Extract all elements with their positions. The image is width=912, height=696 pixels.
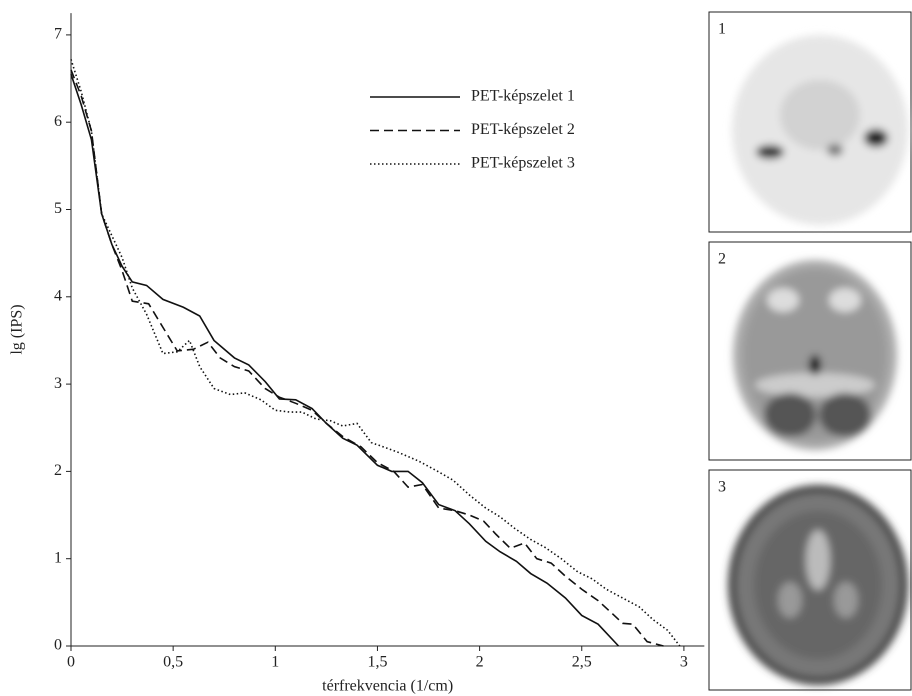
pet-image — [732, 35, 908, 225]
x-tick-label: 0 — [67, 654, 75, 671]
pet-panel: 3 — [708, 469, 912, 691]
pet-image — [733, 260, 897, 450]
legend-label: PET-képszelet 3 — [471, 155, 575, 172]
x-tick-label: 1 — [271, 654, 279, 671]
x-tick-label: 1,5 — [367, 654, 387, 671]
chart: 0 0,5 1 1,5 2 2,5 3 0 1 2 3 4 5 6 7 térfrekvencia (1/cm… — [9, 13, 705, 695]
x-tick-label: 2,5 — [572, 654, 592, 671]
y-tick-label: 0 — [54, 637, 62, 654]
x-axis-label: térfrekvencia (1/cm) — [322, 678, 453, 695]
y-tick-label: 6 — [54, 113, 62, 130]
legend-label: PET-képszelet 2 — [471, 121, 575, 138]
y-tick-label: 7 — [54, 26, 62, 43]
x-tick-label: 3 — [680, 654, 688, 671]
pet-panel: 1 — [708, 11, 912, 233]
y-tick-label: 3 — [54, 375, 62, 392]
panel-label: 1 — [718, 21, 726, 38]
pet-panel: 2 — [708, 241, 912, 461]
legend-label: PET-képszelet 1 — [471, 88, 575, 105]
series-line — [70, 59, 681, 647]
y-tick-label: 2 — [54, 462, 62, 479]
panel-label: 3 — [718, 479, 726, 496]
x-tick-label: 0,5 — [163, 654, 183, 671]
y-tick-label: 5 — [54, 200, 62, 217]
series-line — [70, 69, 664, 647]
y-tick-label: 1 — [54, 549, 62, 566]
y-tick-label: 4 — [54, 287, 62, 304]
pet-image — [728, 485, 908, 685]
x-tick-label: 2 — [476, 654, 484, 671]
panel-label: 2 — [718, 251, 726, 268]
y-axis-label: lg (IPS) — [9, 304, 26, 354]
